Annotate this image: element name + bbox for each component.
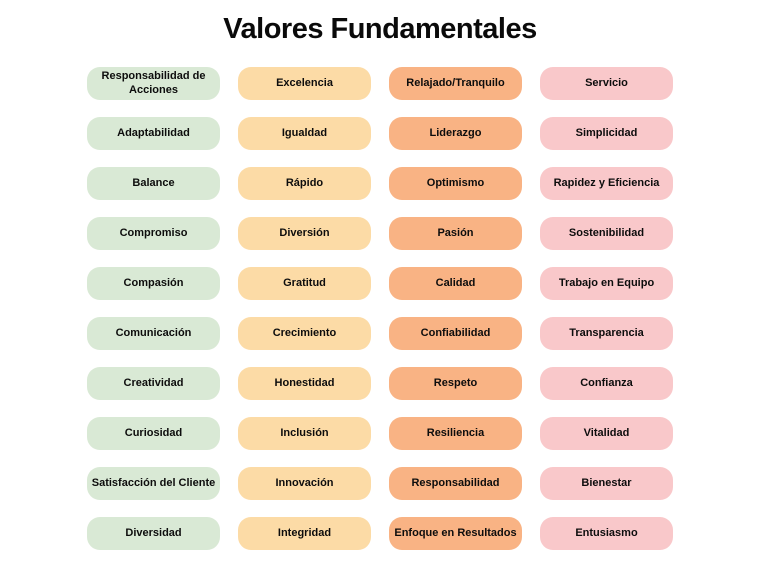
- value-pill: Adaptabilidad: [87, 117, 220, 150]
- value-pill: Responsabilidad: [389, 467, 522, 500]
- value-pill: Confiabilidad: [389, 317, 522, 350]
- value-pill: Integridad: [238, 517, 371, 550]
- value-pill: Compasión: [87, 267, 220, 300]
- value-pill: Pasión: [389, 217, 522, 250]
- value-pill: Igualdad: [238, 117, 371, 150]
- value-pill: Innovación: [238, 467, 371, 500]
- value-pill: Servicio: [540, 67, 673, 100]
- value-pill: Liderazgo: [389, 117, 522, 150]
- value-pill: Simplicidad: [540, 117, 673, 150]
- value-pill: Rapidez y Eficiencia: [540, 167, 673, 200]
- value-pill: Optimismo: [389, 167, 522, 200]
- value-pill: Curiosidad: [87, 417, 220, 450]
- value-pill: Diversión: [238, 217, 371, 250]
- value-pill: Vitalidad: [540, 417, 673, 450]
- values-grid: Responsabilidad de Acciones Adaptabilida…: [87, 67, 673, 550]
- value-pill: Resiliencia: [389, 417, 522, 450]
- value-pill: Entusiasmo: [540, 517, 673, 550]
- value-pill: Responsabilidad de Acciones: [87, 67, 220, 100]
- value-pill: Respeto: [389, 367, 522, 400]
- value-pill: Balance: [87, 167, 220, 200]
- value-pill: Gratitud: [238, 267, 371, 300]
- value-pill: Rápido: [238, 167, 371, 200]
- value-pill: Creatividad: [87, 367, 220, 400]
- value-pill: Enfoque en Resultados: [389, 517, 522, 550]
- value-pill: Confianza: [540, 367, 673, 400]
- value-pill: Crecimiento: [238, 317, 371, 350]
- value-pill: Trabajo en Equipo: [540, 267, 673, 300]
- value-pill: Bienestar: [540, 467, 673, 500]
- value-pill: Sostenibilidad: [540, 217, 673, 250]
- value-pill: Honestidad: [238, 367, 371, 400]
- value-pill: Compromiso: [87, 217, 220, 250]
- page-title: Valores Fundamentales: [223, 13, 537, 45]
- value-pill: Inclusión: [238, 417, 371, 450]
- value-pill: Calidad: [389, 267, 522, 300]
- value-pill: Relajado/Tranquilo: [389, 67, 522, 100]
- value-pill: Transparencia: [540, 317, 673, 350]
- value-pill: Excelencia: [238, 67, 371, 100]
- value-pill: Comunicación: [87, 317, 220, 350]
- value-pill: Satisfacción del Cliente: [87, 467, 220, 500]
- value-pill: Diversidad: [87, 517, 220, 550]
